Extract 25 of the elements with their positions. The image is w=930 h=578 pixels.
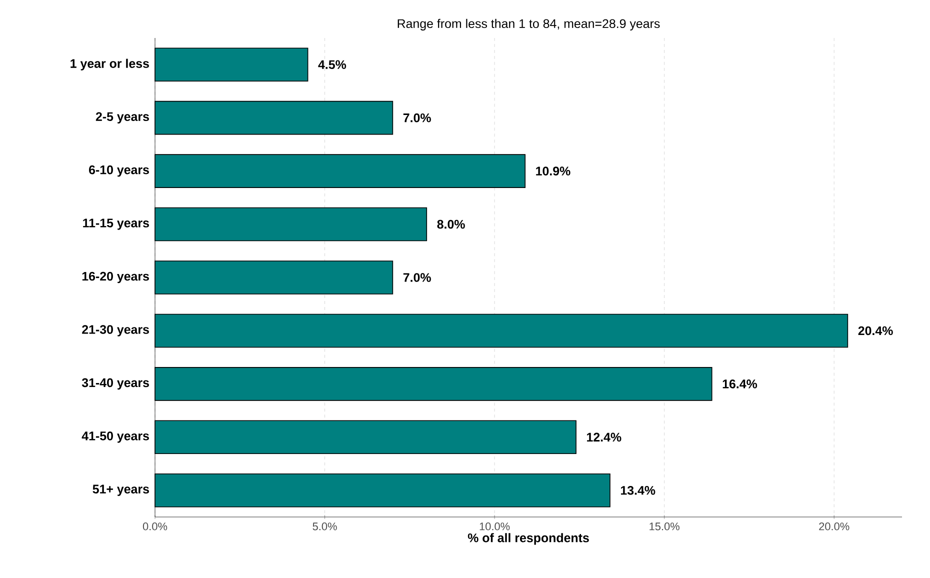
data-label: 10.9% [536, 166, 570, 176]
data-label: 7.0% [403, 113, 431, 122]
y-tick-label: 21-30 years [82, 325, 149, 336]
y-tick-label: 41-50 years [82, 432, 149, 443]
y-tick-label: 6-10 years [89, 165, 149, 177]
y-tick-label: 2-5 years [96, 112, 149, 124]
x-tick-label: 5.0% [312, 522, 337, 530]
data-label: 20.4% [858, 326, 893, 336]
y-tick-label: 16-20 years [82, 272, 149, 284]
data-label: 8.0% [437, 220, 465, 229]
y-tick-label: 31-40 years [82, 378, 149, 390]
x-tick-label: 15.0% [650, 522, 680, 530]
x-axis-title: % of all respondents [468, 533, 589, 545]
x-tick-label: 20.0% [819, 522, 850, 530]
data-label: 13.4% [620, 486, 656, 495]
data-label: 12.4% [587, 432, 622, 442]
x-tick-label: 0.0% [142, 522, 168, 530]
data-label: 16.4% [722, 380, 758, 388]
y-tick-label: 1 year or less [70, 58, 149, 70]
data-label: 4.5% [318, 60, 346, 70]
chart-title: Range from less than 1 to 84, mean=28.9 years [398, 18, 660, 30]
y-tick-label: 11-15 years [83, 218, 149, 230]
data-label: 7.0% [403, 273, 431, 282]
y-tick-label: 51+ years [92, 484, 149, 496]
x-tick-label: 10.0% [480, 522, 510, 530]
